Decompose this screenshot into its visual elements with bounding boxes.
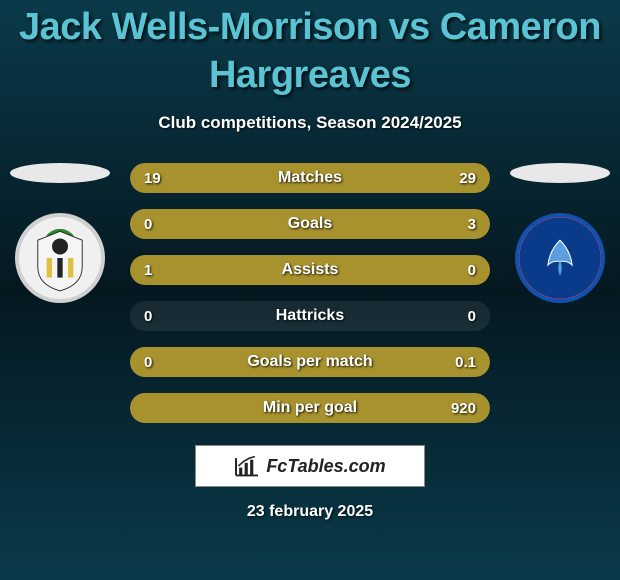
stats-bars: Matches1929Goals03Assists10Hattricks00Go… bbox=[130, 163, 490, 423]
stat-value-left: 0 bbox=[144, 216, 152, 233]
stat-value-right: 29 bbox=[459, 170, 476, 187]
stat-row-matches: Matches19 29 bbox=[130, 163, 490, 193]
stat-label: Goals per match bbox=[130, 353, 490, 371]
shield-icon bbox=[20, 218, 100, 298]
stat-label: Assists bbox=[130, 261, 490, 279]
stat-value-right: 0.1 bbox=[455, 354, 476, 371]
left-club-crest bbox=[15, 213, 105, 303]
brand-badge[interactable]: FcTables.com bbox=[195, 445, 425, 487]
comparison-arena: Matches1929Goals03Assists10Hattricks00Go… bbox=[0, 163, 620, 423]
page-title: Jack Wells-Morrison vs Cameron Hargreave… bbox=[0, 0, 620, 99]
stat-row-hattricks: Hattricks0 0 bbox=[130, 301, 490, 331]
right-oval bbox=[510, 163, 610, 183]
chart-icon bbox=[234, 455, 260, 477]
stat-row-min-per-goal: Min per goal920 bbox=[130, 393, 490, 423]
stat-row-goals-per-match: Goals per match0 0.1 bbox=[130, 347, 490, 377]
stat-label: Matches bbox=[130, 169, 490, 187]
stat-label: Hattricks bbox=[130, 307, 490, 325]
stat-row-goals: Goals0 3 bbox=[130, 209, 490, 239]
stat-row-assists: Assists1 0 bbox=[130, 255, 490, 285]
stat-value-right: 3 bbox=[468, 216, 476, 233]
right-club-crest bbox=[515, 213, 605, 303]
brand-text: FcTables.com bbox=[266, 456, 385, 477]
stat-label: Goals bbox=[130, 215, 490, 233]
stat-value-left: 1 bbox=[144, 262, 152, 279]
player-left-side bbox=[0, 163, 120, 303]
stat-value-right: 0 bbox=[468, 308, 476, 325]
stat-value-left: 0 bbox=[144, 308, 152, 325]
footer-date: 23 february 2025 bbox=[0, 503, 620, 521]
phoenix-icon bbox=[528, 226, 592, 290]
stat-value-left: 0 bbox=[144, 354, 152, 371]
stat-value-left: 19 bbox=[144, 170, 161, 187]
player-right-side bbox=[500, 163, 620, 303]
left-oval bbox=[10, 163, 110, 183]
stat-label: Min per goal bbox=[130, 399, 490, 417]
stat-value-right: 920 bbox=[451, 400, 476, 417]
subtitle: Club competitions, Season 2024/2025 bbox=[0, 113, 620, 133]
stat-value-right: 0 bbox=[468, 262, 476, 279]
